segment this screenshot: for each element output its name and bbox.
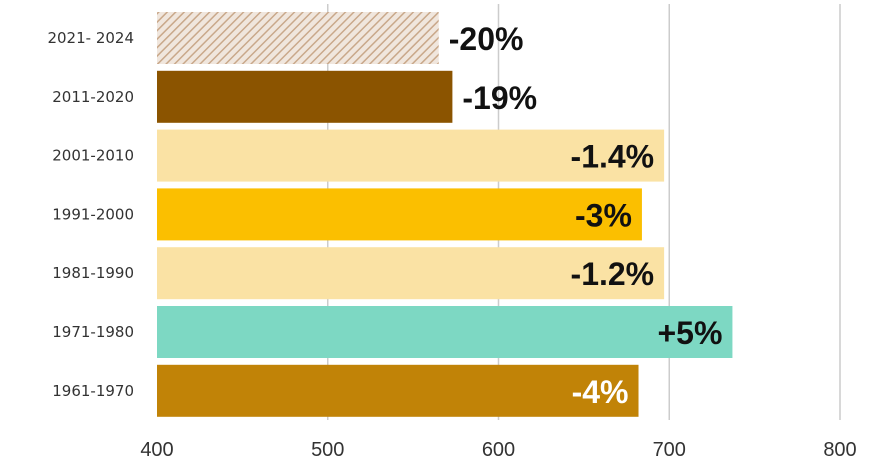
- category-label: 2011-2020: [52, 88, 134, 106]
- category-label: 2021- 2024: [47, 29, 134, 47]
- bars: [157, 12, 733, 417]
- data-label: -1.2%: [571, 256, 655, 292]
- bar: [157, 364, 639, 417]
- x-tick-label: 600: [482, 439, 515, 461]
- category-label: 1991-2000: [52, 205, 134, 223]
- category-label: 2001-2010: [52, 147, 134, 165]
- x-tick-label: 700: [653, 439, 686, 461]
- category-label: 1961-1970: [52, 382, 134, 400]
- x-tick-label: 400: [140, 439, 173, 461]
- data-label: -20%: [449, 21, 524, 57]
- data-label: +5%: [657, 315, 722, 351]
- x-axis-ticks: 400 500 600 700 800: [140, 439, 856, 461]
- data-label: -3%: [575, 197, 632, 233]
- x-tick-label: 800: [823, 439, 856, 461]
- data-label: -1.4%: [571, 139, 655, 175]
- bar: [157, 70, 453, 123]
- x-tick-label: 500: [311, 439, 344, 461]
- bar: [157, 247, 665, 300]
- data-label: -19%: [462, 80, 537, 116]
- bar: [157, 12, 439, 64]
- bar: [157, 129, 665, 182]
- bar: [157, 188, 642, 241]
- data-label: -4%: [572, 374, 629, 410]
- category-labels: 2021- 2024 2011-2020 2001-2010 1991-2000 198…: [47, 29, 134, 400]
- data-labels: -20% -19% -1.4% -3% -1.2%+5% -4%: [449, 21, 723, 410]
- category-label: 1971-1980: [52, 323, 134, 341]
- bar: [157, 306, 733, 358]
- category-label: 1981-1990: [52, 264, 134, 282]
